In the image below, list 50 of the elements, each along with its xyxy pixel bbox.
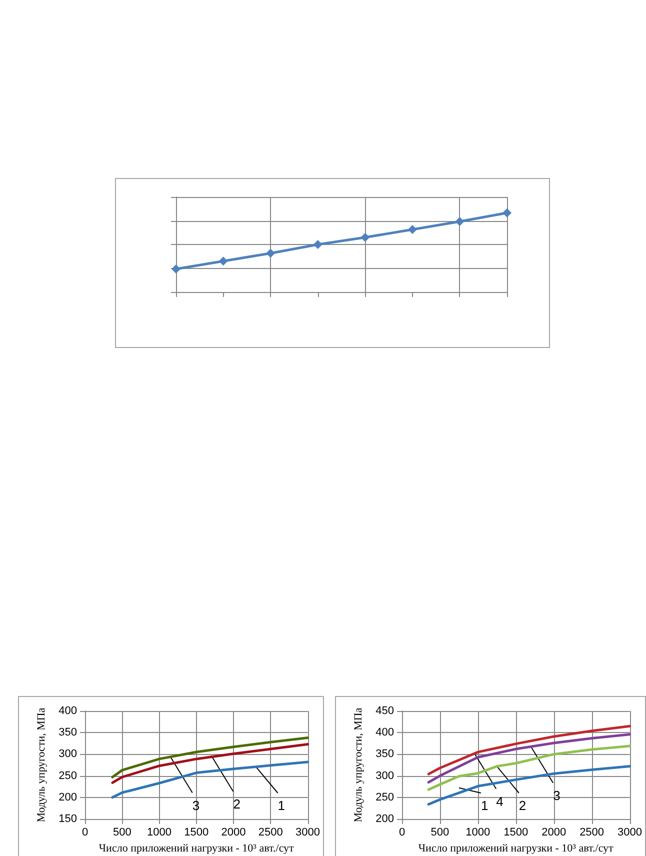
annotation: 2 (518, 798, 526, 813)
annotation: 2 (233, 796, 240, 812)
line-series (427, 744, 632, 791)
y-tick-label: 400 (376, 726, 394, 739)
x-tick-label: 1000 (147, 826, 172, 838)
point (218, 256, 228, 266)
x-axis-title: Число приложений нагрузки - 10³ авт./сут (98, 842, 294, 854)
x-tick-label: 2000 (221, 826, 246, 838)
annotation: 3 (553, 788, 560, 803)
y-axis-title: Модуль упругости, МПа (352, 708, 365, 822)
x-tick-label: 0 (82, 826, 88, 838)
y-tick-label: 200 (376, 813, 394, 825)
x-axis-title: Число приложений нагрузки - 10³ авт./сут (418, 842, 614, 854)
x-tick-label: 3000 (296, 826, 320, 838)
annotation: 1 (480, 798, 488, 813)
point (360, 232, 370, 242)
x-tick-label: 2500 (258, 826, 283, 838)
line-series (111, 760, 310, 799)
x-tick-label: 3000 (618, 826, 642, 838)
y-tick-label: 250 (376, 791, 394, 804)
x-tick-label: 2000 (542, 826, 566, 838)
point (408, 224, 417, 234)
point (266, 248, 276, 258)
line-series (111, 743, 310, 784)
annotation: 4 (496, 794, 504, 809)
y-tick-label: 300 (58, 748, 77, 760)
x-tick-label: 0 (398, 826, 406, 838)
x-tick-label: 1500 (184, 826, 209, 838)
y-tick-label: 350 (58, 726, 77, 739)
y-tick-label: 450 (376, 705, 394, 717)
y-tick-label: 300 (376, 770, 394, 782)
line-series (427, 733, 632, 784)
y-tick-label: 150 (58, 813, 77, 825)
point (502, 208, 512, 218)
point (313, 240, 322, 249)
y-tick-label: 250 (58, 770, 77, 782)
annotation: 1 (278, 798, 286, 813)
annotation: 3 (192, 798, 200, 813)
x-tick-label: 500 (430, 826, 450, 838)
x-tick-label: 1000 (466, 826, 490, 838)
x-tick-label: 500 (112, 826, 132, 838)
line-series (111, 736, 310, 778)
x-tick-label: 2500 (580, 826, 604, 838)
y-tick-label: 350 (376, 748, 394, 760)
y-tick-label: 400 (58, 705, 77, 717)
line-series (427, 724, 632, 776)
x-tick-label: 1500 (504, 826, 528, 838)
y-tick-label: 200 (58, 791, 77, 804)
y-axis-title: Модуль упругости, МПа (36, 708, 48, 822)
point (455, 217, 464, 226)
